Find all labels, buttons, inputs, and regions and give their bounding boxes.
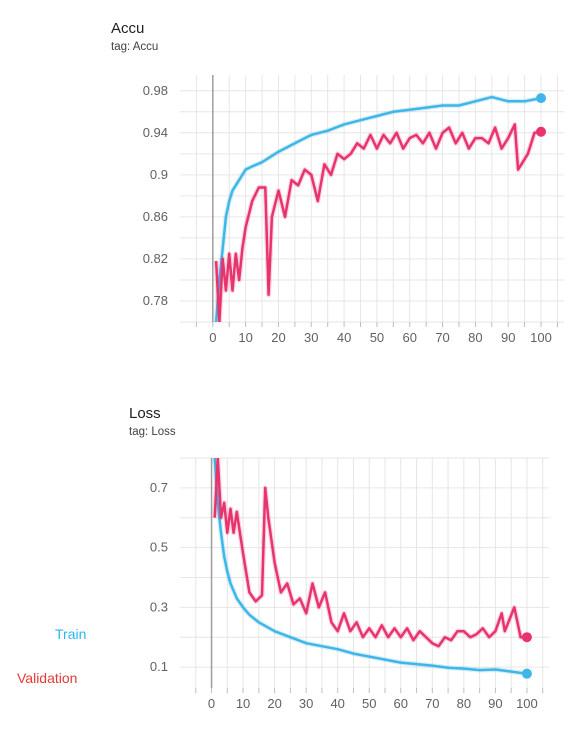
loss-x-tick-label: 60 [394, 696, 408, 711]
loss-chart-title: Loss [129, 405, 161, 422]
loss-x-tick-label: 70 [425, 696, 439, 711]
accu-x-tick-label: 90 [501, 330, 515, 345]
loss-x-tick-label: 0 [208, 696, 215, 711]
accu-x-tick-label: 50 [370, 330, 384, 345]
accu-validation-end-point [536, 126, 547, 137]
loss-validation-series-line [213, 458, 527, 648]
accu-x-tick-label: 30 [304, 330, 318, 345]
accu-chart-title: Accu [111, 20, 145, 37]
loss-x-tick-label: 30 [299, 696, 313, 711]
accu-x-tick-label: 60 [403, 330, 417, 345]
accu-train-end-point [536, 93, 547, 104]
loss-x-tick-label: 50 [362, 696, 376, 711]
loss-validation-end-point [521, 632, 532, 643]
accu-chart-tag: tag: Accu [111, 41, 159, 53]
accu-x-tick-label: 20 [271, 330, 285, 345]
loss-x-tick-label: 20 [267, 696, 281, 711]
loss-y-tick-label: 0.1 [150, 659, 168, 674]
loss-y-tick-label: 0.5 [150, 540, 168, 555]
accu-y-tick-label: 0.82 [143, 251, 168, 266]
loss-grid [180, 457, 549, 688]
accu-train-series-line [214, 95, 542, 322]
loss-y-tick-label: 0.3 [150, 599, 168, 614]
loss-x-tick-label: 90 [488, 696, 502, 711]
loss-x-tick-label: 40 [330, 696, 344, 711]
accu-x-tick-label: 70 [435, 330, 449, 345]
loss-chart-tag: tag: Loss [129, 426, 176, 438]
loss-train-series-line [213, 458, 528, 675]
accu-y-tick-label: 0.78 [143, 293, 168, 308]
loss-x-tick-label: 100 [516, 696, 538, 711]
accu-x-tick-label: 80 [468, 330, 482, 345]
accu-y-tick-label: 0.9 [150, 167, 168, 182]
accu-y-tick-label: 0.94 [143, 125, 168, 140]
accu-x-tick-label: 0 [209, 330, 216, 345]
loss-y-tick-label: 0.7 [150, 480, 168, 495]
loss-train-end-point [521, 668, 532, 679]
accu-y-tick-label: 0.98 [143, 83, 168, 98]
accu-x-tick-label: 10 [238, 330, 252, 345]
accu-y-tick-label: 0.86 [143, 209, 168, 224]
accu-x-tick-label: 100 [530, 330, 552, 345]
accu-x-tick-label: 40 [337, 330, 351, 345]
accu-validation-series-line [214, 123, 542, 322]
loss-x-tick-label: 10 [236, 696, 250, 711]
loss-x-tick-label: 80 [457, 696, 471, 711]
legend-train: Train [55, 626, 87, 642]
legend-validation: Validation [17, 670, 78, 686]
